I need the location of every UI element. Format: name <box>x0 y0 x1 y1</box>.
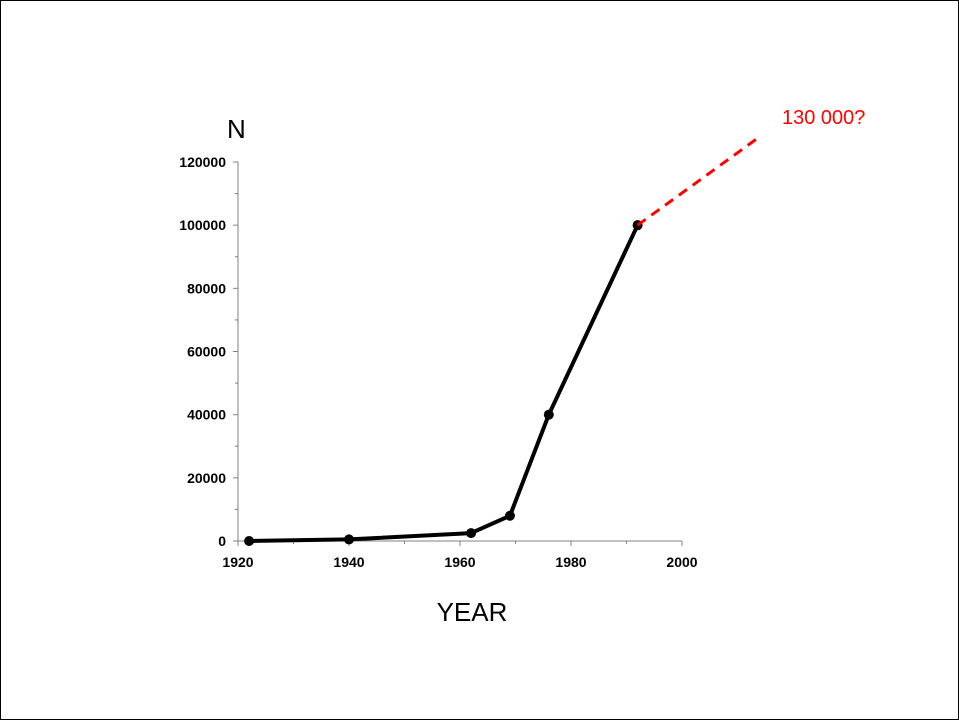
series-line <box>249 224 640 543</box>
y-tick-label: 80000 <box>187 280 226 296</box>
series <box>244 135 761 546</box>
y-tick-label: 0 <box>218 533 226 549</box>
y-tick-label: 120000 <box>179 154 226 170</box>
ticks: 0 20000 40000 60000 80000 100000 120000 1920 194… <box>179 154 697 570</box>
x-tick-label: 1940 <box>333 554 364 570</box>
y-axis-title: N <box>227 114 246 144</box>
data-point <box>543 409 554 420</box>
x-tick-label: 1980 <box>555 554 586 570</box>
y-tick-label: 60000 <box>187 344 226 360</box>
data-point <box>344 534 354 545</box>
projection-line <box>636 135 761 227</box>
x-tick-label: 1960 <box>444 554 475 570</box>
data-point <box>244 536 255 546</box>
data-point <box>504 510 515 521</box>
projection-label: 130 000? <box>782 107 865 129</box>
axes <box>237 162 682 542</box>
x-tick-label: 1920 <box>222 554 253 570</box>
y-tick-label: 20000 <box>187 470 226 486</box>
x-axis-title: YEAR <box>437 597 508 627</box>
x-tick-label: 2000 <box>666 554 697 570</box>
y-tick-label: 40000 <box>187 407 226 423</box>
data-point <box>466 528 477 539</box>
y-tick-label: 100000 <box>179 217 226 233</box>
